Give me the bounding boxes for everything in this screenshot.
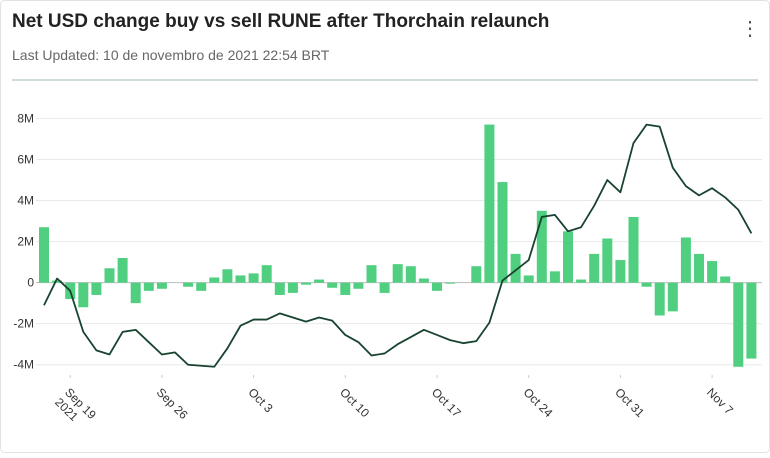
bar: [392, 264, 403, 283]
bar: [143, 282, 154, 291]
line: [43, 123, 753, 368]
bar: [667, 282, 678, 312]
menu-button[interactable]: ⋮: [740, 18, 760, 40]
y-tick-label: -4M: [13, 358, 34, 372]
chart-title: Net USD change buy vs sell RUNE after Th…: [12, 11, 549, 32]
bar: [183, 282, 194, 287]
bar: [536, 210, 547, 283]
bar: [301, 282, 311, 285]
bar: [563, 231, 573, 283]
bar: [327, 282, 338, 288]
bar: [523, 275, 534, 283]
y-tick-label: 2M: [17, 235, 34, 249]
bar: [261, 265, 272, 283]
bar: [680, 237, 691, 283]
bar: [130, 282, 141, 304]
bar: [91, 282, 102, 295]
bar: [340, 282, 351, 295]
bar: [707, 261, 718, 283]
bar: [156, 282, 167, 289]
bar: [222, 269, 233, 283]
y-tick-label: 0: [27, 276, 34, 290]
bar: [576, 279, 587, 283]
bar: [52, 280, 63, 283]
bar: [353, 282, 364, 289]
bar: [445, 282, 456, 284]
bar: [602, 238, 613, 283]
bar: [589, 253, 600, 283]
bar: [314, 279, 325, 283]
bar: [720, 276, 731, 283]
y-tick-label: 6M: [17, 152, 34, 166]
bar: [628, 216, 639, 283]
subtitle: Last Updated: 10 de novembro de 2021 22:…: [12, 47, 330, 63]
bar: [694, 253, 704, 283]
bar: [549, 271, 560, 283]
bar: [366, 265, 377, 283]
bar: [615, 260, 626, 283]
bar: [117, 258, 128, 283]
bar: [432, 282, 442, 291]
bar: [418, 278, 429, 283]
bar: [274, 282, 285, 295]
y-tick-label: 8M: [17, 111, 34, 125]
bar: [39, 227, 49, 283]
bar: [248, 273, 259, 283]
bar: [471, 266, 482, 283]
bar: [654, 282, 665, 316]
bar: [235, 275, 246, 283]
bar: [746, 282, 757, 359]
y-tick-label: -2M: [13, 317, 34, 331]
bar: [405, 266, 416, 283]
bar: [287, 282, 298, 293]
bar: [104, 268, 115, 283]
bar: [78, 282, 89, 308]
bar: [196, 282, 207, 291]
bar: [510, 253, 521, 283]
bar: [209, 277, 220, 283]
bar: [733, 282, 744, 367]
bar: [641, 282, 652, 287]
bar: [379, 282, 390, 293]
y-tick-label: 4M: [17, 194, 34, 208]
bar: [497, 182, 508, 283]
bar: [484, 124, 495, 283]
